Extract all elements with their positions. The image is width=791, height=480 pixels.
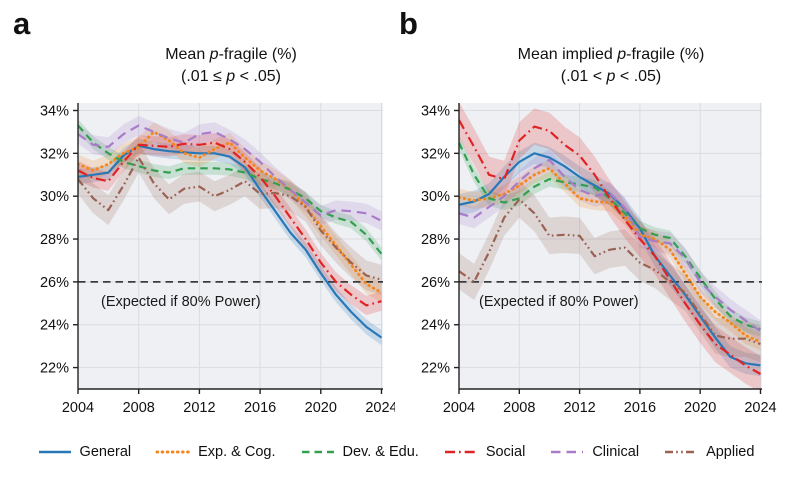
x-tick-label: 2012 (563, 400, 595, 416)
band-Applied (459, 181, 761, 363)
y-tick-label: 30% (40, 189, 69, 205)
series-line-Exp. & Cog. (78, 130, 383, 294)
y-tick-label: 24% (421, 318, 450, 334)
legend-swatch-line (38, 450, 71, 454)
legend: General Exp. & Cog. Dev. & Edu. Social Clini… (0, 444, 791, 460)
x-tick-label: 2024 (744, 400, 776, 416)
series-line-Social (78, 141, 382, 307)
series-line-Exp. & Cog. (459, 166, 762, 344)
panel-a-title: Mean p-fragile (%) (.01 ≤ p < .05) (78, 44, 384, 88)
legend-swatch-line (551, 450, 584, 454)
legend-swatch-line (444, 450, 477, 454)
series-line-Applied (459, 198, 761, 346)
panel-a-title-line1: Mean p-fragile (%) (165, 46, 297, 63)
series-line-Clinical (459, 158, 762, 333)
y-tick-label: 22% (421, 361, 450, 377)
panel-a-annotation: (Expected if 80% Power) (101, 294, 261, 310)
series-line-Social (459, 119, 762, 375)
y-tick-label: 28% (421, 232, 450, 248)
band-General (459, 142, 761, 377)
band-Exp. & Cog. (459, 159, 761, 351)
y-tick-label: 32% (421, 146, 450, 162)
y-tick-label: 24% (40, 318, 69, 334)
series-line-Clinical (78, 124, 382, 222)
legend-item-exp-cog-: Exp. & Cog. (155, 444, 276, 460)
panel-b-title-line2: (.01 < p < .05) (560, 68, 662, 85)
x-tick-label: 2008 (123, 400, 155, 416)
x-tick-label: 2004 (62, 400, 94, 416)
legend-swatch-line (155, 450, 191, 454)
x-tick-label: 2016 (624, 400, 656, 416)
legend-label: Dev. & Edu. (342, 444, 419, 460)
legend-swatch-line (665, 450, 698, 454)
legend-item-applied: Applied (663, 444, 754, 460)
legend-label: Social (485, 444, 526, 460)
panel-b-label: b (399, 6, 418, 41)
y-tick-label: 22% (40, 361, 69, 377)
x-tick-label: 2020 (684, 400, 716, 416)
band-Social (459, 103, 761, 389)
x-tick-label: 2020 (305, 400, 337, 416)
panel-b-title-line1: Mean implied p-fragile (%) (517, 46, 705, 63)
panel-a-title-line2: (.01 ≤ p < .05) (181, 68, 281, 85)
x-tick-label: 2024 (365, 400, 395, 416)
panel-b-annotation: (Expected if 80% Power) (479, 294, 639, 310)
legend-item-general: General (37, 444, 132, 460)
x-tick-label: 2004 (443, 400, 475, 416)
y-tick-label: 30% (421, 189, 450, 205)
y-tick-label: 32% (40, 146, 69, 162)
panel-b-title: Mean implied p-fragile (%) (.01 < p < .0… (458, 44, 764, 88)
x-tick-label: 2012 (183, 400, 215, 416)
y-tick-label: 34% (40, 103, 69, 119)
legend-item-social: Social (443, 444, 526, 460)
y-tick-label: 34% (421, 103, 450, 119)
band-Applied (78, 142, 382, 295)
plot-area (459, 103, 762, 389)
y-tick-label: 26% (40, 275, 69, 291)
tick-labels: 22% 24% 26% 28% 30% 32% 34% 2004 2008 2012 2016 202… (40, 103, 395, 416)
panel-a-label: a (13, 6, 31, 41)
axes (454, 103, 762, 394)
panel-a-chart: 22% 24% 26% 28% 30% 32% 34% 2004 2008 2012 2016 202… (40, 103, 395, 416)
legend-swatch-line (301, 450, 334, 454)
band-Clinical (459, 149, 761, 342)
legend-label: Clinical (592, 444, 640, 460)
axes (73, 103, 383, 394)
legend-label: General (79, 444, 132, 460)
panel-b-chart: 22% 24% 26% 28% 30% 32% 34% 2004 2008 2012 2016 202… (421, 103, 777, 416)
x-tick-label: 2016 (244, 400, 276, 416)
y-tick-label: 26% (421, 275, 450, 291)
legend-item-dev-edu-: Dev. & Edu. (300, 444, 419, 460)
legend-item-clinical: Clinical (549, 444, 639, 460)
tick-labels: 22% 24% 26% 28% 30% 32% 34% 2004 2008 2012 2016 202… (421, 103, 777, 416)
y-tick-label: 28% (40, 232, 69, 248)
band-Social (78, 133, 382, 316)
legend-label: Exp. & Cog. (198, 444, 276, 460)
legend-label: Applied (706, 444, 755, 460)
series-line-Dev. & Edu. (78, 124, 383, 255)
x-tick-label: 2008 (503, 400, 535, 416)
